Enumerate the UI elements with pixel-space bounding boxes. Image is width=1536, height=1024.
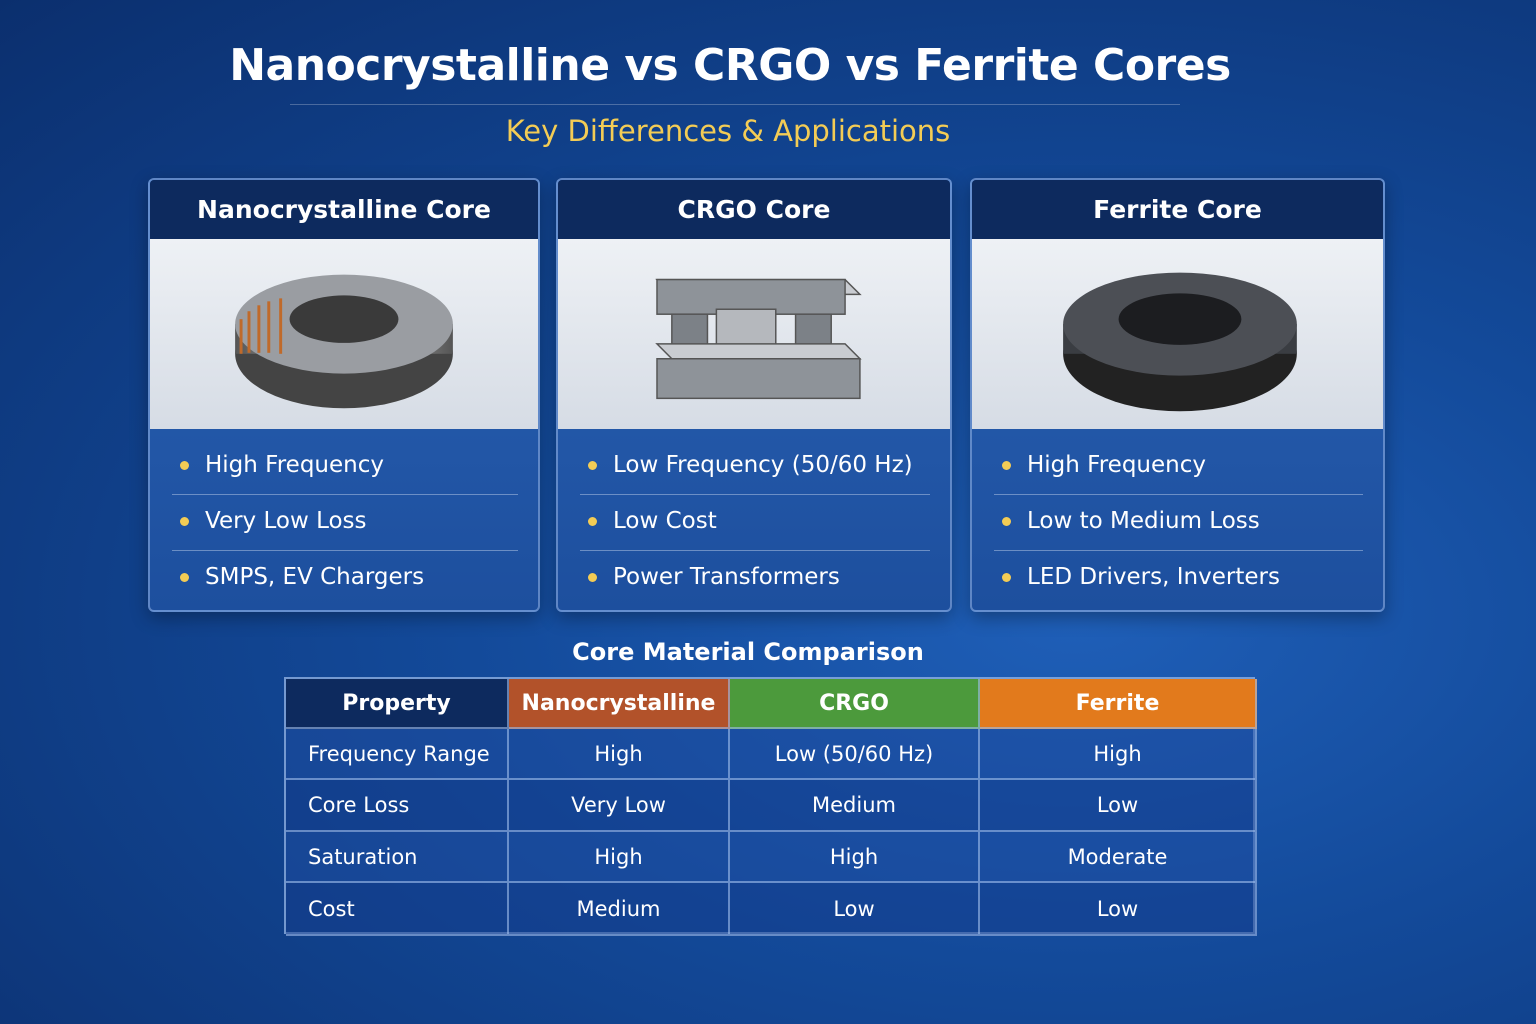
card-image [150,239,538,429]
divider [172,494,518,495]
bullet-item: Low Frequency (50/60 Hz) [588,445,930,485]
table-cell: High [980,729,1257,780]
bullet-item: Low Cost [588,501,930,541]
bullet-item: High Frequency [1002,445,1363,485]
table-cell: Medium [730,780,980,832]
title-rule [290,104,1180,105]
table-cell: High [509,729,730,780]
divider [580,494,930,495]
table-header-cell: Property [286,679,509,729]
card-title: Ferrite Core [972,180,1383,239]
table-cell: Medium [509,883,730,936]
card: Nanocrystalline Core High Frequency Very … [148,178,540,612]
card: Ferrite Core High Frequency Low to Medium… [970,178,1385,612]
divider [994,494,1363,495]
table-header-cell: CRGO [730,679,980,729]
table-header-cell: Nanocrystalline [509,679,730,729]
table-cell: Low [980,780,1257,832]
table-cell: Core Loss [286,780,509,832]
subtitle: Key Differences & Applications [505,114,951,148]
bullet-item: High Frequency [180,445,518,485]
card: CRGO Core Low Frequency (50/60 Hz) Low Co… [556,178,952,612]
title: Nanocrystalline vs CRGO vs Ferrite Cores [229,40,1231,91]
table-title: Core Material Comparison [572,638,924,666]
divider [172,550,518,551]
table-cell: Frequency Range [286,729,509,780]
table-cell: Cost [286,883,509,936]
card-image [972,239,1383,429]
table-cell: Very Low [509,780,730,832]
table-cell: Low [730,883,980,936]
bullet-item: SMPS, EV Chargers [180,557,518,597]
bullet-item: Power Transformers [588,557,930,597]
divider [580,550,930,551]
table-cell: Saturation [286,832,509,883]
table-cell: High [509,832,730,883]
card-image [558,239,950,429]
card-title: Nanocrystalline Core [150,180,538,239]
bullet-item: Very Low Loss [180,501,518,541]
card-title: CRGO Core [558,180,950,239]
table-cell: High [730,832,980,883]
table-cell: Moderate [980,832,1257,883]
table-cell: Low (50/60 Hz) [730,729,980,780]
divider [994,550,1363,551]
bullet-item: LED Drivers, Inverters [1002,557,1363,597]
bullet-item: Low to Medium Loss [1002,501,1363,541]
table-header-cell: Ferrite [980,679,1257,729]
table-cell: Low [980,883,1257,936]
comparison-table: Property Nanocrystalline CRGO Ferrite Freque… [284,677,1257,936]
